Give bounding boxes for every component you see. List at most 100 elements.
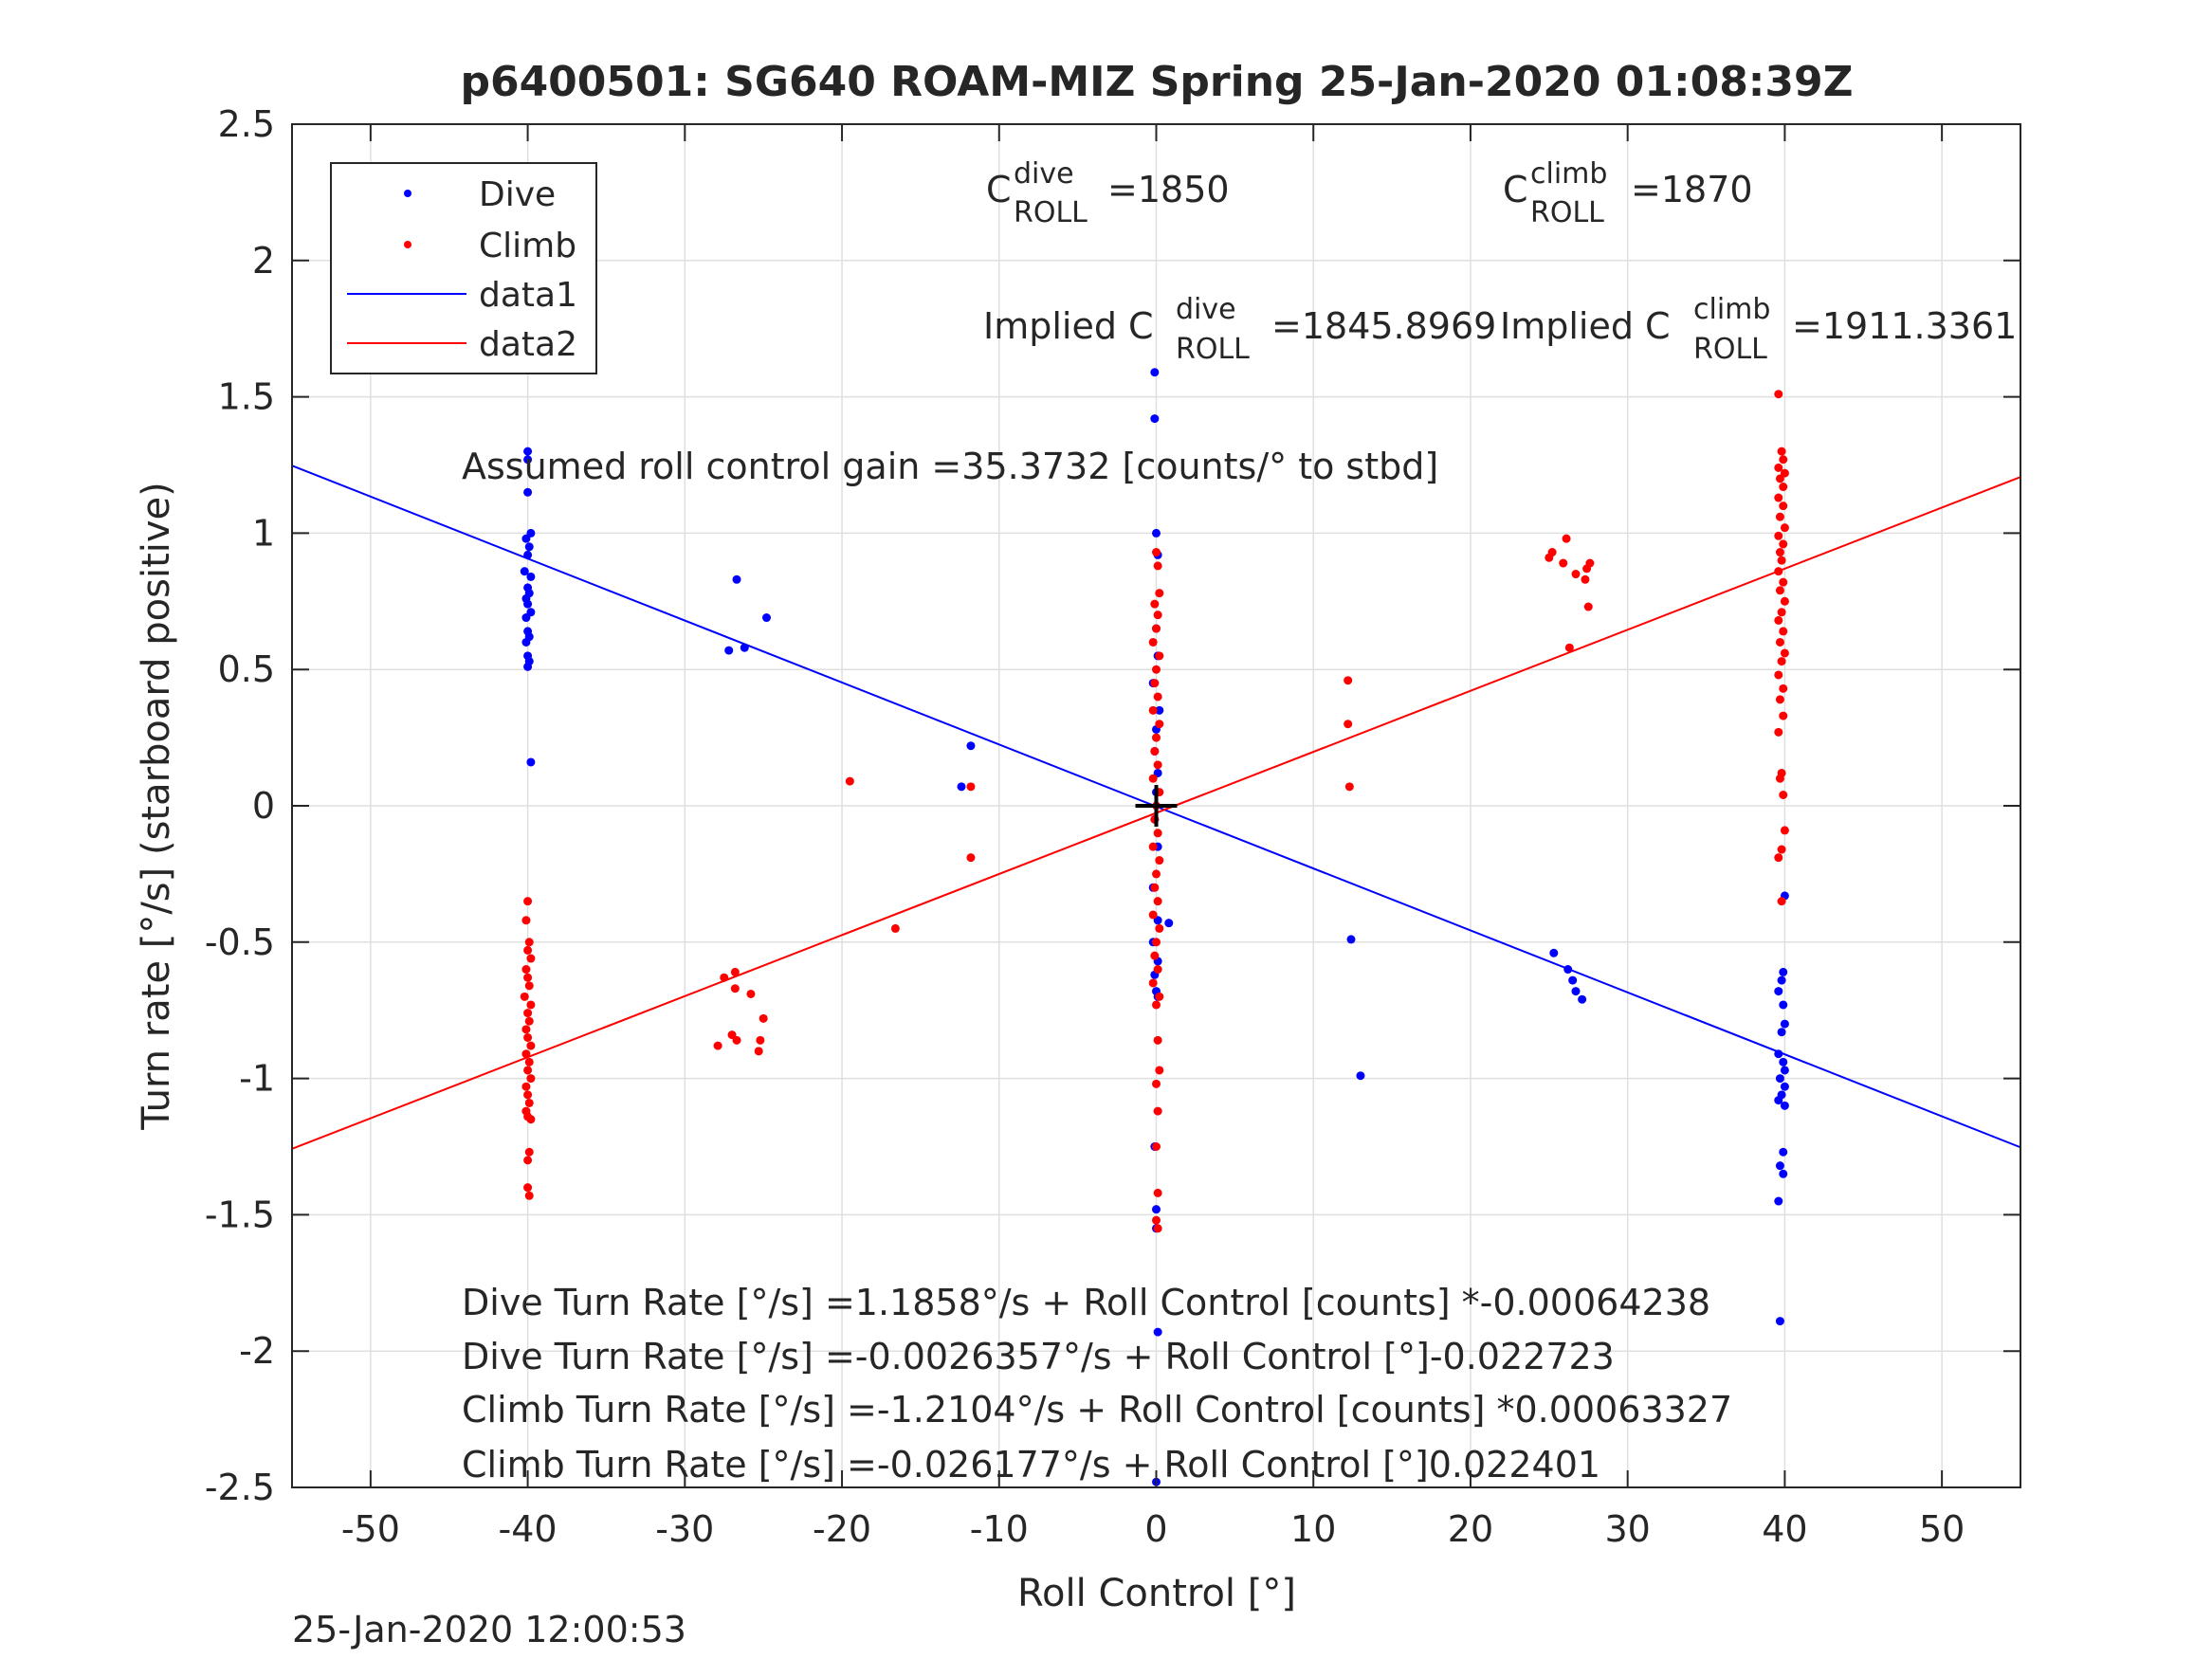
data-point-climb <box>1155 1066 1164 1075</box>
svg-text:ROLL: ROLL <box>1530 196 1604 229</box>
data-point-climb <box>526 1041 536 1050</box>
data-point-climb <box>524 1057 534 1066</box>
data-point-climb <box>1564 643 1574 652</box>
equation-climb-degrees: Climb Turn Rate [°/s] =-0.026177°/s + Ro… <box>462 1444 1600 1486</box>
data-point-dive <box>523 487 533 497</box>
data-point-dive <box>1780 1019 1789 1029</box>
legend-dive-marker <box>404 190 411 197</box>
data-point-climb <box>730 984 740 994</box>
data-point-climb <box>523 1066 533 1075</box>
data-point-climb <box>1150 951 1160 960</box>
data-point-climb <box>523 1090 533 1100</box>
svg-text:Implied C: Implied C <box>983 305 1154 347</box>
data-point-dive <box>520 567 529 576</box>
legend-entry-climb: Climb <box>404 227 576 265</box>
data-point-climb <box>1774 670 1783 680</box>
data-point-climb <box>1779 684 1788 693</box>
data-point-climb <box>521 1025 531 1034</box>
data-point-climb <box>1780 523 1789 533</box>
data-point-climb <box>1779 501 1788 511</box>
data-point-climb <box>1155 651 1164 661</box>
centroid-marker <box>1135 785 1178 827</box>
data-point-climb <box>1153 1188 1162 1197</box>
svg-text:=1911.3361: =1911.3361 <box>1792 305 2017 347</box>
data-point-climb <box>1148 705 1158 715</box>
data-point-climb <box>1153 897 1162 906</box>
legend-data1-label: data1 <box>479 276 577 315</box>
data-point-dive <box>523 447 533 456</box>
data-point-climb <box>524 938 534 947</box>
data-point-climb <box>1774 567 1783 576</box>
svg-text:=1850: =1850 <box>1107 169 1230 210</box>
data-point-dive <box>1780 1082 1789 1091</box>
data-point-climb <box>746 989 756 998</box>
data-point-dive <box>1571 987 1581 996</box>
data-point-dive <box>521 637 531 647</box>
data-point-climb <box>521 1082 531 1091</box>
data-point-climb <box>1153 829 1162 838</box>
legend-entry-data2: data2 <box>347 325 577 364</box>
data-point-dive <box>1346 935 1356 944</box>
data-point-climb <box>1153 611 1162 620</box>
y-tick-label: -2 <box>239 1330 275 1372</box>
y-tick-label: 2.5 <box>218 103 275 145</box>
data-point-climb <box>1152 1000 1161 1010</box>
data-point-climb <box>526 954 536 963</box>
data-point-climb <box>1775 774 1784 783</box>
svg-text:ROLL: ROLL <box>1176 333 1250 366</box>
data-point-climb <box>1777 608 1786 617</box>
legend-climb-label: Climb <box>479 227 576 265</box>
data-point-dive <box>1568 975 1578 985</box>
data-point-climb <box>521 916 531 925</box>
data-point-climb <box>526 1000 536 1010</box>
data-point-climb <box>524 1147 534 1157</box>
x-tick-label: 50 <box>1919 1508 1965 1550</box>
svg-text:=1870: =1870 <box>1631 169 1753 210</box>
data-point-climb <box>1153 760 1162 770</box>
data-point-climb <box>1777 897 1786 906</box>
x-tick-label: -10 <box>970 1508 1029 1550</box>
data-point-dive <box>724 646 734 655</box>
x-axis-label: Roll Control [°] <box>1017 1572 1296 1615</box>
svg-text:Implied C: Implied C <box>1500 305 1671 347</box>
data-point-climb <box>1155 992 1164 1001</box>
legend-dive-label: Dive <box>479 175 556 214</box>
data-point-climb <box>523 1032 533 1042</box>
data-point-climb <box>1780 648 1789 658</box>
data-point-climb <box>1583 602 1593 611</box>
data-point-climb <box>1775 474 1784 483</box>
data-point-dive <box>957 782 966 792</box>
data-point-climb <box>1775 548 1784 557</box>
c-climb-annotation: C climb ROLL =1870 <box>1503 157 1753 229</box>
data-point-climb <box>1150 883 1160 892</box>
svg-text:=1845.8969: =1845.8969 <box>1271 305 1496 347</box>
data-point-dive <box>740 643 749 652</box>
data-point-climb <box>720 973 729 982</box>
data-point-climb <box>1153 1035 1162 1045</box>
data-point-climb <box>1148 637 1158 647</box>
data-point-dive <box>1150 368 1160 377</box>
data-point-dive <box>1155 705 1164 715</box>
data-point-climb <box>1152 1215 1161 1225</box>
x-tick-label: -50 <box>341 1508 400 1550</box>
data-point-climb <box>1152 548 1161 557</box>
svg-text:climb: climb <box>1530 157 1607 191</box>
data-point-dive <box>1775 1161 1784 1171</box>
data-point-climb <box>1150 599 1160 609</box>
data-point-climb <box>1571 570 1581 579</box>
y-tick-label: 0.5 <box>218 648 275 690</box>
x-tick-label: 0 <box>1144 1508 1167 1550</box>
data-point-dive <box>1775 1317 1784 1326</box>
data-point-climb <box>1150 746 1160 756</box>
data-point-dive <box>1775 1074 1784 1084</box>
data-point-climb <box>1152 938 1161 947</box>
svg-text:ROLL: ROLL <box>1014 196 1088 229</box>
x-tick-label: -30 <box>655 1508 714 1550</box>
data-point-climb <box>1779 627 1788 636</box>
svg-text:C: C <box>986 169 1012 210</box>
data-point-dive <box>1563 965 1573 975</box>
data-point-climb <box>1344 720 1353 729</box>
data-point-climb <box>730 967 740 976</box>
y-tick-label: -0.5 <box>205 921 275 963</box>
y-tick-label: 2 <box>252 240 275 282</box>
